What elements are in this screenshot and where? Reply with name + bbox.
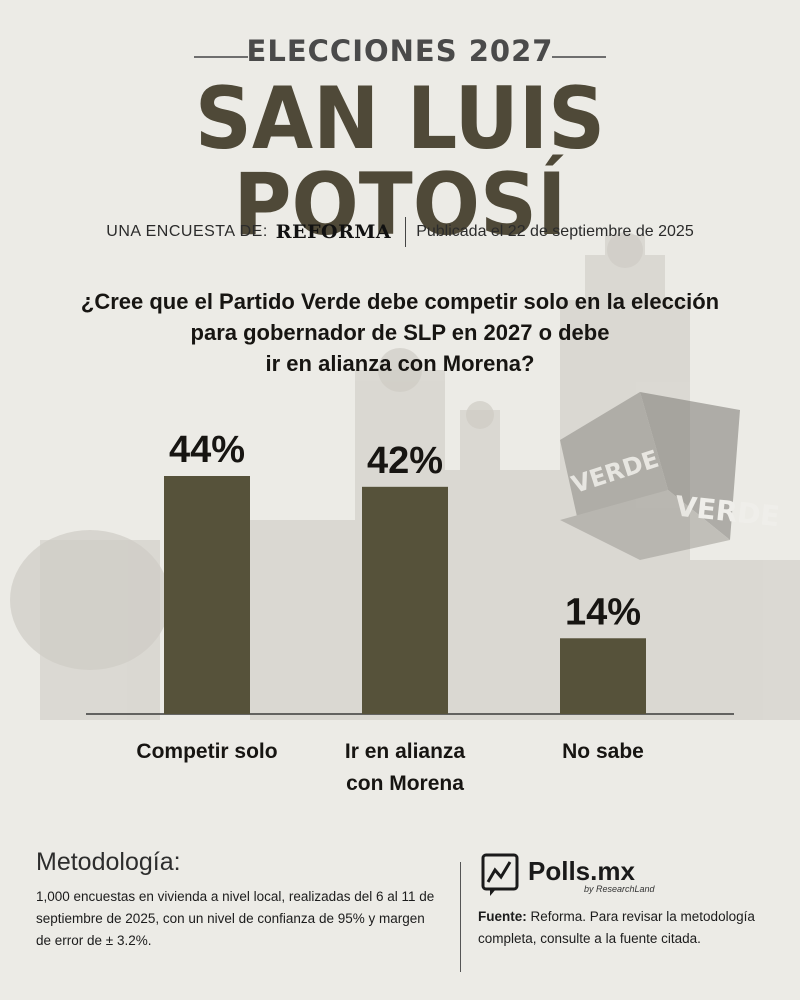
chart-question: ¿Cree que el Partido Verde debe competir… bbox=[40, 286, 760, 379]
methodology-text: 1,000 encuestas en vivienda a nivel loca… bbox=[36, 889, 435, 948]
category-label: con Morena bbox=[346, 772, 464, 795]
question-line: ¿Cree que el Partido Verde debe competir… bbox=[80, 289, 720, 314]
published-date: Publicada el 22 de septiembre de 2025 bbox=[416, 223, 694, 240]
reforma-logo-text: REFORMA bbox=[275, 221, 392, 243]
bar bbox=[560, 638, 646, 714]
footer-divider bbox=[460, 862, 461, 972]
kicker-rule-left bbox=[194, 56, 248, 58]
polls-logo-subtext: by ResearchLand bbox=[584, 884, 655, 894]
polls-chart-icon bbox=[481, 853, 519, 896]
bar bbox=[362, 486, 448, 714]
source-label: Fuente: bbox=[478, 909, 527, 924]
verde-logo-cube: VERDE VERDE bbox=[560, 392, 781, 560]
credit-label: UNA ENCUESTA DE: bbox=[106, 223, 268, 240]
survey-credit: UNA ENCUESTA DE: REFORMA Publicada el 22… bbox=[0, 217, 800, 247]
source-text: Reforma. Para revisar la metodología com… bbox=[478, 909, 755, 946]
data-label: 44% bbox=[169, 429, 245, 471]
category-label: Ir en alianza bbox=[345, 740, 466, 763]
data-label: 14% bbox=[565, 591, 641, 633]
methodology-title: Metodología: bbox=[36, 848, 181, 876]
page-title: SAN LUIS POTOSÍ bbox=[194, 69, 606, 255]
kicker-rule-right bbox=[552, 56, 606, 58]
polls-logo-text: Polls.mx bbox=[528, 856, 635, 886]
source-note: Fuente: Reforma. Para revisar la metodol… bbox=[478, 906, 778, 950]
bar bbox=[164, 476, 250, 714]
kicker-title: ELECCIONES 2027 bbox=[246, 34, 554, 68]
question-line: ir en alianza con Morena? bbox=[265, 351, 535, 376]
category-label: No sabe bbox=[562, 740, 644, 763]
data-label: 42% bbox=[367, 440, 443, 482]
credit-divider bbox=[405, 217, 407, 247]
question-line: para gobernador de SLP en 2027 o debe bbox=[190, 320, 610, 345]
category-label: Competir solo bbox=[136, 740, 277, 763]
